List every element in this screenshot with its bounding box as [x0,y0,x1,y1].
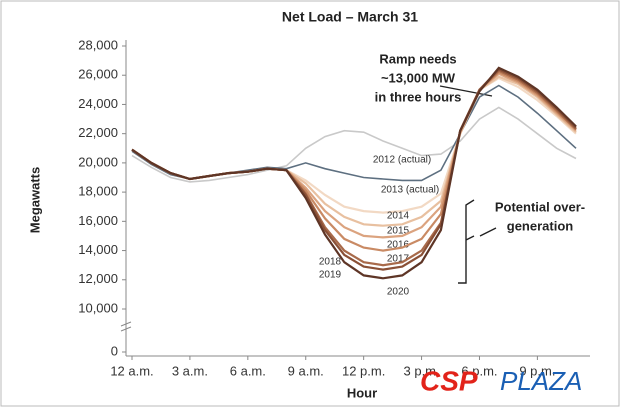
annotation: generation [507,218,574,233]
annotation: Potential over- [495,199,585,214]
axis-break [120,321,132,332]
y-tick-label: 18,000 [78,184,118,199]
x-tick-label: 3 a.m. [172,363,208,378]
x-tick-label: 12 p.m. [342,363,385,378]
series-label: 2012 (actual) [373,155,431,166]
series-label: 2020 [387,287,410,298]
annotation: Ramp needs [379,51,456,66]
y-tick-label: 16,000 [78,213,118,228]
series-label: 2018 [319,257,342,268]
series-label: 2017 [387,254,410,265]
y-tick-label: 22,000 [78,125,118,140]
x-tick-label: 3 p.m. [404,363,440,378]
series-label: 2013 (actual) [381,185,439,196]
overgeneration-bracket [458,199,497,284]
annotation: in three hours [375,89,462,104]
x-tick-label: 6 a.m. [230,363,266,378]
watermark-logo: PLAZA [500,366,582,396]
x-tick-label: 9 a.m. [288,363,324,378]
x-axis-label: Hour [347,385,377,400]
y-tick-label: 14,000 [78,242,118,257]
y-tick-label: 10,000 [78,300,118,315]
x-tick-label: 6 p.m. [461,363,497,378]
series-line [131,106,577,183]
y-tick-label: 20,000 [78,154,118,169]
series-label: 2014 [387,211,410,222]
y-tick-label: 28,000 [78,37,118,52]
series-line [131,66,577,280]
y-tick-label: 26,000 [78,67,118,82]
series-label: 2019 [319,270,342,281]
y-tick-label: 12,000 [78,271,118,286]
chart-title: Net Load – March 31 [282,9,418,25]
series-label: 2015 [387,226,410,237]
x-tick-label: 9 p.m. [519,363,555,378]
y-tick-label: 0 [111,343,118,358]
x-tick-label: 12 a.m. [110,363,153,378]
watermark-logo: CSP [420,365,478,396]
annotation: ~13,000 MW [381,70,456,85]
y-tick-label: 24,000 [78,96,118,111]
series-label: 2016 [387,240,410,251]
y-axis-label: Megawatts [27,167,42,233]
